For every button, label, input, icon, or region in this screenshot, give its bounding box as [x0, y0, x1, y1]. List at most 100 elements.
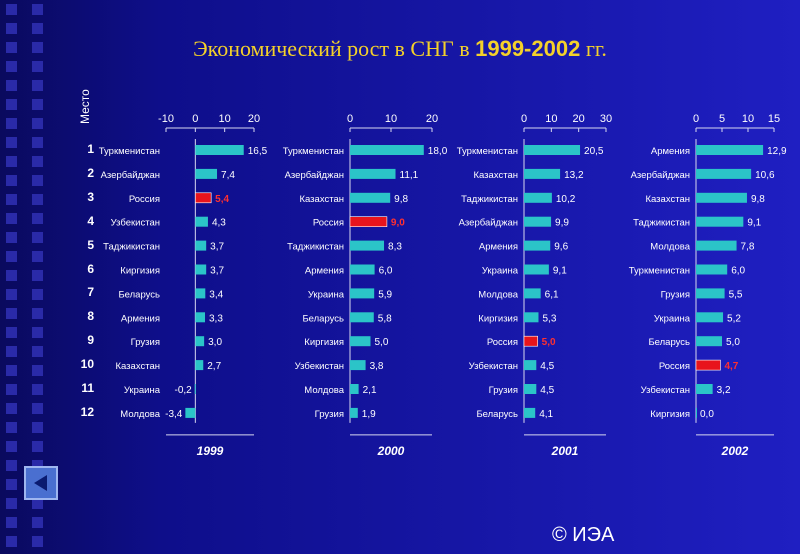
category-label: Туркменистан: [457, 146, 518, 157]
x-tick-label: 20: [573, 113, 585, 125]
value-label: 9,8: [394, 194, 408, 205]
bar: [185, 407, 196, 418]
category-label: Киргизия: [478, 313, 518, 324]
value-label: 13,2: [564, 170, 584, 181]
filmstrip-hole: [32, 327, 43, 338]
value-label: 9,6: [554, 242, 568, 253]
value-label: 6,1: [545, 289, 559, 300]
filmstrip-hole: [32, 517, 43, 528]
bar: [696, 384, 713, 394]
category-label: Грузия: [315, 409, 344, 420]
bar: [195, 216, 208, 227]
bar: [350, 407, 358, 418]
filmstrip-hole: [6, 346, 17, 357]
value-label: 9,9: [555, 218, 569, 229]
chart-2001: 0 10 20 30 2001 Туркменистан 20,5 Казахстан 13,2…: [457, 113, 612, 458]
rank-number: 2: [87, 165, 94, 180]
category-label: Узбекистан: [641, 385, 690, 396]
bar-highlight: [349, 216, 388, 227]
category-label: Молдова: [650, 242, 690, 253]
filmstrip-decoration: [6, 4, 43, 547]
rank-number: 7: [87, 285, 94, 300]
filmstrip-hole: [32, 118, 43, 129]
value-label: 2,1: [363, 385, 377, 396]
rank-number: 11: [81, 381, 94, 395]
category-label: Азербайджан: [285, 170, 344, 181]
title-prefix: Экономический рост в СНГ в: [193, 36, 476, 61]
value-label: 9,1: [747, 218, 761, 229]
x-tick-label: 30: [600, 113, 612, 125]
value-label: 1,9: [362, 409, 376, 420]
filmstrip-hole: [32, 80, 43, 91]
category-label: Азербайджан: [459, 218, 518, 229]
bar: [696, 145, 764, 155]
value-label: 6,0: [731, 266, 745, 277]
chart-year-label: 2001: [551, 444, 579, 458]
value-label: 9,0: [391, 218, 405, 229]
filmstrip-hole: [6, 498, 17, 509]
back-button[interactable]: [24, 466, 58, 500]
bar: [195, 288, 206, 299]
filmstrip-hole: [32, 137, 43, 148]
category-label: Туркменистан: [99, 146, 160, 157]
bar: [524, 264, 549, 275]
category-label: Узбекистан: [295, 361, 344, 372]
bar: [696, 336, 722, 347]
category-label: Киргизия: [650, 409, 690, 420]
filmstrip-hole: [6, 289, 17, 300]
bar: [195, 240, 207, 251]
bar: [350, 288, 375, 299]
rank-number: 6: [87, 261, 94, 276]
category-label: Казахстан: [645, 194, 690, 205]
filmstrip-hole: [32, 99, 43, 110]
rank-number: 10: [80, 357, 94, 372]
x-tick-label: 0: [693, 113, 699, 125]
value-label: 0,0: [700, 409, 714, 420]
category-label: Таджикистан: [633, 218, 690, 229]
value-label: 5,9: [378, 289, 392, 300]
value-label: 8,3: [388, 242, 402, 253]
value-label: 10,6: [755, 170, 775, 181]
filmstrip-hole: [6, 175, 17, 186]
bar: [195, 312, 206, 323]
bar: [350, 312, 374, 323]
value-label: 5,0: [726, 337, 740, 348]
value-label: 3,7: [210, 242, 224, 253]
value-label: 4,3: [212, 218, 226, 229]
category-label: Узбекистан: [111, 218, 160, 229]
category-label: Армения: [479, 242, 518, 253]
bar: [195, 145, 244, 155]
category-label: Таджикистан: [461, 194, 518, 205]
x-tick-label: 10: [385, 113, 397, 125]
value-label: 4,1: [539, 409, 553, 420]
category-label: Узбекистан: [469, 361, 518, 372]
value-label: 3,7: [210, 266, 224, 277]
x-tick-label: 20: [426, 113, 438, 125]
category-label: Россия: [659, 361, 690, 372]
value-label: 3,8: [370, 361, 384, 372]
category-label: Украина: [654, 313, 691, 324]
bar: [696, 216, 744, 227]
value-label: 11,1: [400, 170, 419, 181]
bar: [696, 312, 724, 323]
bar: [350, 145, 424, 155]
category-label: Азербайджан: [101, 170, 160, 181]
category-label: Армения: [305, 266, 344, 277]
filmstrip-hole: [6, 80, 17, 91]
filmstrip-hole: [32, 346, 43, 357]
copyright-text: © ИЭА: [552, 524, 615, 546]
filmstrip-hole: [32, 498, 43, 509]
bar: [350, 168, 396, 179]
bar-highlight: [195, 192, 212, 204]
filmstrip-hole: [32, 42, 43, 53]
filmstrip-hole: [32, 441, 43, 452]
x-tick-label: 0: [192, 113, 198, 125]
filmstrip-hole: [6, 156, 17, 167]
filmstrip-hole: [6, 270, 17, 281]
category-label: Армения: [651, 146, 690, 157]
value-label: 3,0: [208, 337, 222, 348]
filmstrip-hole: [6, 365, 17, 376]
filmstrip-hole: [6, 517, 17, 528]
filmstrip-hole: [32, 365, 43, 376]
